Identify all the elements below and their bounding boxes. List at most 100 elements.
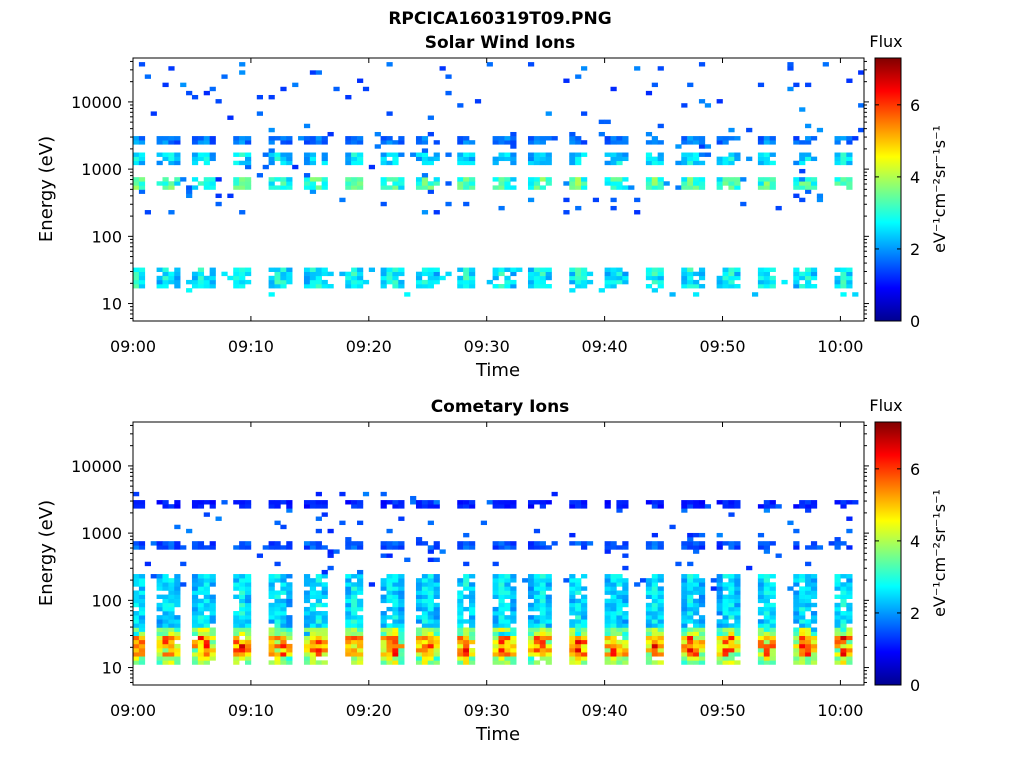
spectrogram-cell	[805, 643, 812, 649]
spectrogram-cell	[398, 631, 405, 636]
spectrogram-cell	[681, 602, 688, 608]
spectrogram-cell	[763, 549, 770, 554]
spectrogram-cell	[209, 631, 216, 636]
spectrogram-cell	[693, 660, 700, 665]
spectrogram-cell	[510, 131, 517, 137]
spectrogram-cell	[427, 160, 434, 166]
spectrogram-cell	[427, 185, 434, 190]
spectrogram-cell	[168, 504, 175, 509]
spectrogram-cell	[734, 541, 741, 546]
spectrogram-cell	[610, 197, 617, 203]
spectrogram-cell	[386, 594, 393, 599]
spectrogram-cell	[457, 598, 464, 604]
spectrogram-cell	[834, 160, 841, 166]
x-tick-label: 09:50	[699, 701, 745, 720]
spectrogram-cell	[156, 574, 163, 579]
spectrogram-cell	[492, 635, 499, 641]
spectrogram-cell	[722, 623, 729, 628]
spectrogram-cell	[616, 615, 623, 620]
spectrogram-cell	[846, 590, 853, 595]
spectrogram-cell	[415, 594, 423, 599]
spectrogram-cell	[303, 541, 311, 546]
spectrogram-cell	[433, 639, 440, 645]
spectrogram-cell	[298, 136, 305, 141]
spectrogram-cell	[191, 619, 199, 624]
spectrogram-cell	[657, 140, 664, 145]
spectrogram-cell	[209, 598, 216, 604]
spectrogram-cell	[303, 611, 311, 616]
spectrogram-cell	[280, 627, 287, 632]
spectrogram-cell	[280, 152, 287, 157]
spectrogram-cell	[398, 606, 405, 612]
spectrogram-cell	[309, 541, 317, 546]
spectrogram-cell	[616, 160, 623, 166]
spectrogram-cell	[610, 136, 617, 141]
spectrogram-cell	[191, 160, 199, 166]
spectrogram-cell	[781, 279, 788, 285]
spectrogram-cell	[728, 615, 735, 620]
spectrogram-cell	[162, 152, 169, 157]
spectrogram-cell	[575, 635, 582, 641]
spectrogram-cell	[492, 177, 499, 182]
spectrogram-cell	[763, 606, 770, 612]
spectrogram-cell	[846, 545, 853, 550]
spectrogram-cell	[138, 160, 146, 166]
spectrogram-cell	[404, 292, 411, 297]
spectrogram-cell	[315, 623, 322, 628]
spectrogram-cell	[133, 615, 140, 620]
spectrogram-cell	[427, 598, 434, 604]
spectrogram-cell	[728, 643, 735, 649]
spectrogram-cell	[239, 271, 246, 277]
spectrogram-cell	[687, 582, 694, 587]
spectrogram-cell	[392, 648, 399, 653]
spectrogram-cell	[486, 279, 493, 285]
spectrogram-cell	[209, 267, 216, 272]
spectrogram-cell	[156, 582, 163, 587]
spectrogram-cell	[209, 656, 216, 661]
spectrogram-cell	[510, 504, 517, 509]
spectrogram-cell	[799, 152, 806, 157]
spectrogram-cell	[280, 635, 287, 641]
spectrogram-cell	[616, 136, 623, 141]
spectrogram-cell	[793, 275, 800, 281]
spectrogram-cell	[846, 611, 853, 616]
spectrogram-cell	[687, 619, 694, 624]
spectrogram-cell	[616, 639, 623, 645]
spectrogram-cell	[274, 594, 281, 599]
spectrogram-cell	[415, 578, 423, 583]
x-tick-label: 09:00	[110, 701, 156, 720]
panel-title: Cometary Ions	[431, 397, 570, 417]
spectrogram-cell	[757, 594, 765, 599]
spectrogram-cell	[581, 279, 588, 285]
spectrogram-cell	[769, 504, 776, 509]
spectrogram-cell	[693, 582, 700, 587]
spectrogram-cell	[474, 99, 482, 104]
spectrogram-cell	[763, 578, 770, 583]
spectrogram-cell	[793, 606, 800, 612]
spectrogram-cell	[840, 152, 847, 157]
spectrogram-cell	[769, 136, 776, 141]
spectrogram-cell	[722, 639, 729, 645]
spectrogram-cell	[351, 500, 358, 505]
spectrogram-cell	[793, 284, 800, 289]
spectrogram-cell	[233, 639, 240, 645]
spectrogram-cell	[274, 156, 281, 162]
spectrogram-cell	[386, 160, 393, 166]
spectrogram-cell	[698, 631, 706, 636]
spectrogram-cell	[569, 652, 576, 657]
spectrogram-cell	[421, 590, 429, 595]
spectrogram-cell	[740, 177, 747, 182]
spectrogram-cell	[303, 504, 311, 509]
spectrogram-cell	[793, 660, 800, 665]
spectrogram-cell	[581, 619, 588, 624]
spectrogram-cell	[457, 615, 464, 620]
spectrogram-cell	[551, 136, 558, 141]
spectrogram-cell	[303, 123, 311, 129]
spectrogram-cell	[174, 598, 181, 604]
spectrogram-cell	[545, 152, 552, 157]
spectrogram-cell	[492, 660, 499, 665]
spectrogram-cell	[575, 582, 582, 587]
spectrogram-cell	[492, 140, 499, 145]
spectrogram-cell	[345, 594, 352, 599]
spectrogram-cell	[651, 279, 658, 285]
